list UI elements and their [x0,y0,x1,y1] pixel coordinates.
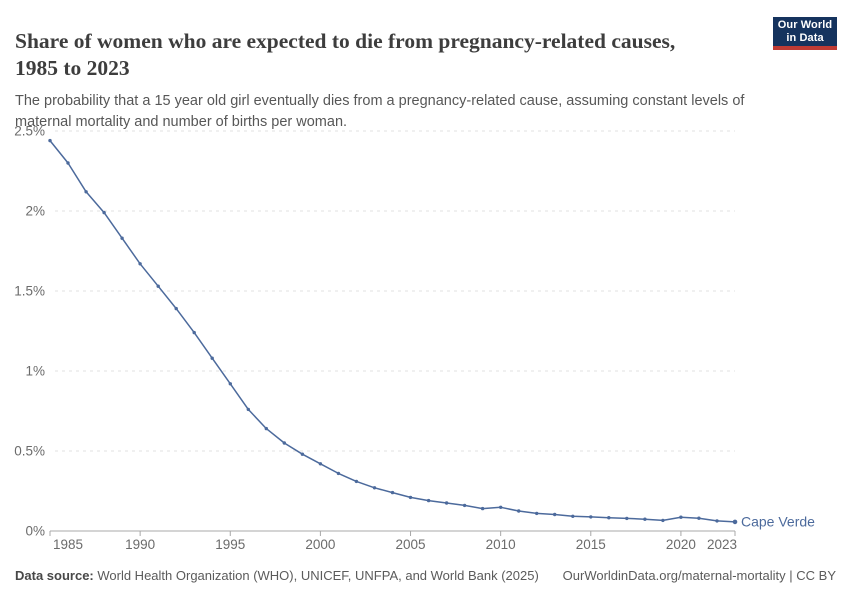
data-point [390,490,395,495]
data-point [84,190,88,194]
data-source-text: Data source: World Health Organization (… [15,568,539,583]
line-chart[interactable]: 0% 0.5% 1% 1.5% 2% 2.5% 1985 1990 1995 2000 2005 20… [0,118,850,560]
data-point [264,426,268,431]
data-point [156,284,160,288]
data-point [192,330,196,335]
x-axis-tick-label: 2020 [666,537,696,552]
data-point [444,501,449,505]
y-axis-tick-label: 2.5% [14,124,45,139]
data-point [697,516,701,520]
chart-footer: Data source: World Health Organization (… [15,568,836,583]
data-point [66,161,70,165]
data-point [571,514,575,518]
y-axis-tick-label: 1% [25,364,45,379]
data-point [661,518,665,523]
x-axis-tick-label: 2015 [576,537,606,552]
data-point [210,356,214,360]
data-point [174,306,178,311]
data-point [354,479,359,484]
series-end-label[interactable]: Cape Verde [741,513,815,529]
data-point [138,262,142,266]
data-point [120,236,124,240]
owid-logo[interactable]: Our World in Data [773,17,837,50]
data-point [102,210,106,215]
y-axis-tick-label: 2% [25,204,45,219]
data-point [300,452,305,456]
data-point [48,138,52,143]
x-axis-tick-label: 1990 [125,537,155,552]
owid-logo-line1: Our World [777,19,833,31]
data-point [589,515,593,519]
y-axis-tick-label: 0% [25,524,45,539]
data-point [625,516,629,521]
data-source-label: Data source: [15,568,94,583]
x-axis-tick-label: 2010 [486,537,516,552]
x-axis-tick-label: 2023 [707,537,737,552]
data-point [408,495,413,500]
x-axis-tick-label: 2005 [396,537,426,552]
series-line[interactable] [49,139,736,523]
data-point [246,407,250,412]
data-point [336,471,341,476]
data-point [282,441,286,445]
data-point [426,498,431,503]
data-point [535,511,539,516]
chart-title: Share of women who are expected to die f… [15,29,676,80]
y-axis-tick-label: 1.5% [14,284,45,299]
data-point [318,462,323,466]
x-axis-tick-label: 1995 [215,537,245,552]
data-point [679,515,683,519]
data-point [499,505,503,509]
data-point [228,382,232,386]
data-point [372,486,377,490]
x-axis-tick-label: 1985 [53,537,83,552]
data-point [607,516,611,520]
x-axis-tick-label: 2000 [305,537,335,552]
data-point [517,509,521,513]
owid-citation-link[interactable]: OurWorldinData.org/maternal-mortality | … [562,568,836,583]
data-point [553,512,557,517]
data-point [732,519,738,525]
y-axis-tick-label: 0.5% [14,444,45,459]
data-point [715,519,719,523]
data-point [643,517,647,521]
chart-subtitle: The probability that a 15 year old girl … [15,92,745,130]
data-point [462,503,467,508]
data-point [480,506,485,511]
owid-logo-line2: in Data [786,31,824,44]
